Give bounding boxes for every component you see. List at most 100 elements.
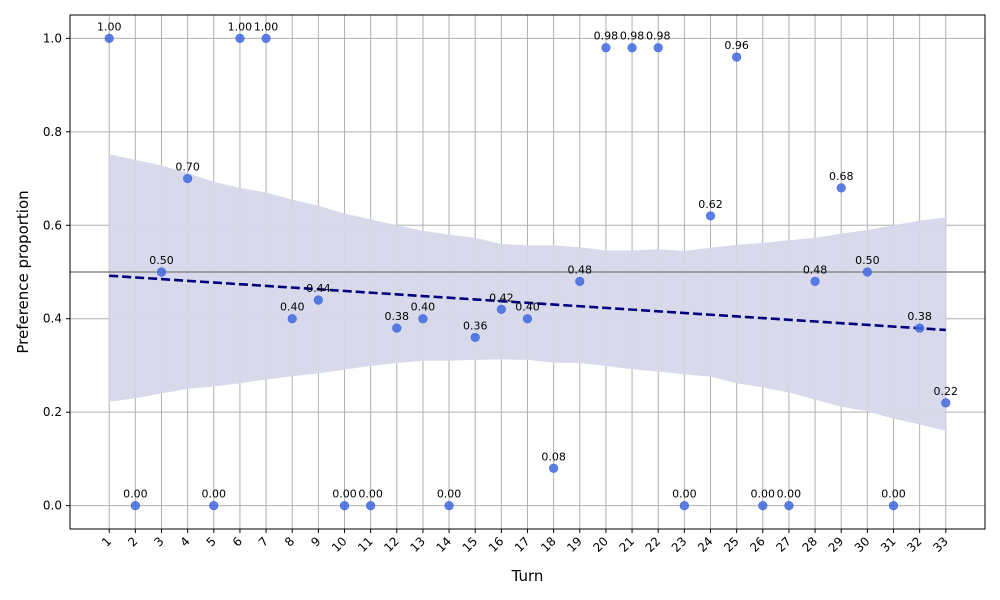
x-tick-label: 18 (538, 534, 559, 555)
data-point (209, 501, 219, 511)
data-point (941, 398, 951, 408)
data-label: 0.40 (280, 301, 305, 314)
data-label: 0.50 (855, 254, 880, 267)
data-label: 0.62 (698, 198, 723, 211)
x-tick-label: 25 (721, 534, 742, 555)
data-point (183, 173, 193, 184)
x-tick-label: 15 (460, 534, 481, 555)
x-tick-label: 21 (616, 534, 637, 555)
y-tick-label: 0.0 (43, 499, 62, 513)
data-label: 0.08 (541, 450, 566, 463)
data-point (758, 501, 768, 511)
x-axis-title: Turn (511, 567, 544, 585)
x-tick-label: 11 (355, 534, 376, 555)
data-label: 0.50 (149, 254, 174, 267)
data-point (392, 323, 402, 333)
x-tick-label: 6 (230, 534, 245, 549)
data-labels-layer: 1.000.000.500.700.001.00 1.000.400.440.00… (97, 20, 958, 500)
data-label: 0.98 (646, 30, 671, 43)
x-tick-label: 29 (826, 534, 847, 555)
x-tick-label: 1 (99, 534, 114, 549)
data-label: 1.00 (228, 20, 253, 33)
data-label: 0.38 (907, 310, 932, 323)
data-point (810, 276, 820, 286)
x-tick-label: 17 (512, 534, 533, 555)
data-point (732, 52, 742, 62)
trend-line-layer (109, 274, 946, 332)
data-point (156, 267, 167, 277)
y-axis-title: Preference proportion (14, 190, 32, 353)
x-tick-label: 10 (329, 534, 350, 555)
data-label: 0.00 (881, 488, 906, 501)
x-tick-label: 13 (407, 534, 428, 555)
data-point (627, 43, 637, 53)
data-label: 0.96 (724, 39, 749, 52)
data-point (705, 211, 716, 221)
x-tick-label: 9 (308, 534, 323, 549)
data-point (496, 304, 506, 314)
data-point (418, 314, 428, 324)
x-tick-label: 26 (747, 534, 768, 555)
data-label: 0.68 (829, 170, 854, 183)
x-tick-label: 3 (151, 534, 166, 549)
y-tick-label: 0.8 (43, 125, 62, 139)
x-tick-label: 7 (256, 534, 271, 549)
data-point (130, 501, 140, 511)
confidence-band-layer (109, 154, 946, 431)
data-label: 0.00 (777, 488, 802, 501)
data-point (235, 33, 245, 43)
x-tick-label: 24 (695, 534, 716, 555)
data-point (653, 43, 663, 53)
data-label: 0.00 (751, 488, 776, 501)
data-point (836, 183, 846, 193)
x-tick-label: 16 (486, 534, 507, 555)
data-point (470, 332, 480, 343)
data-label: 0.00 (202, 488, 227, 501)
data-point (549, 463, 559, 473)
data-point (862, 267, 872, 277)
x-tick-label: 28 (799, 534, 820, 555)
data-label: 0.36 (463, 319, 488, 332)
x-tick-label: 14 (433, 534, 454, 555)
y-tick-label: 0.6 (43, 218, 62, 232)
x-tick-label: 2 (125, 534, 140, 549)
points-layer (104, 33, 951, 511)
x-tick-label: 23 (669, 534, 690, 555)
data-label: 0.00 (358, 488, 383, 501)
x-tick-label: 20 (590, 534, 611, 555)
data-label: 0.38 (385, 310, 410, 323)
x-tick-label: 31 (878, 534, 899, 555)
data-label: 0.98 (594, 30, 619, 43)
x-tick-label: 19 (564, 534, 585, 555)
data-point (915, 323, 925, 333)
data-point (679, 501, 689, 511)
x-tick-label: 33 (930, 534, 951, 555)
data-point (287, 314, 297, 324)
data-label: 0.00 (437, 488, 462, 501)
data-point (313, 295, 323, 305)
confidence-band (109, 154, 946, 431)
data-label: 0.00 (332, 488, 357, 501)
data-label: 0.48 (568, 263, 593, 276)
data-label: 0.70 (175, 161, 200, 174)
x-tick-label: 4 (177, 534, 192, 549)
data-label: 0.40 (411, 301, 436, 314)
data-label: 0.42 (489, 291, 514, 304)
y-tick-label: 0.4 (43, 312, 62, 326)
data-point (784, 501, 794, 511)
x-tick-label: 8 (282, 534, 297, 549)
data-label: 0.22 (934, 385, 959, 398)
data-label: 0.48 (803, 263, 828, 276)
y-tick-label: 1.0 (43, 31, 62, 45)
data-point (366, 501, 376, 511)
data-label: 0.44 (306, 282, 331, 295)
x-tick-label: 22 (643, 534, 664, 555)
x-tick-label: 12 (381, 534, 402, 555)
x-tick-label: 32 (904, 534, 925, 555)
data-label: 1.00 (97, 20, 122, 33)
data-label: 0.00 (672, 488, 697, 501)
data-point (104, 33, 114, 43)
x-tick-label: 5 (204, 534, 219, 549)
data-point (261, 33, 271, 43)
